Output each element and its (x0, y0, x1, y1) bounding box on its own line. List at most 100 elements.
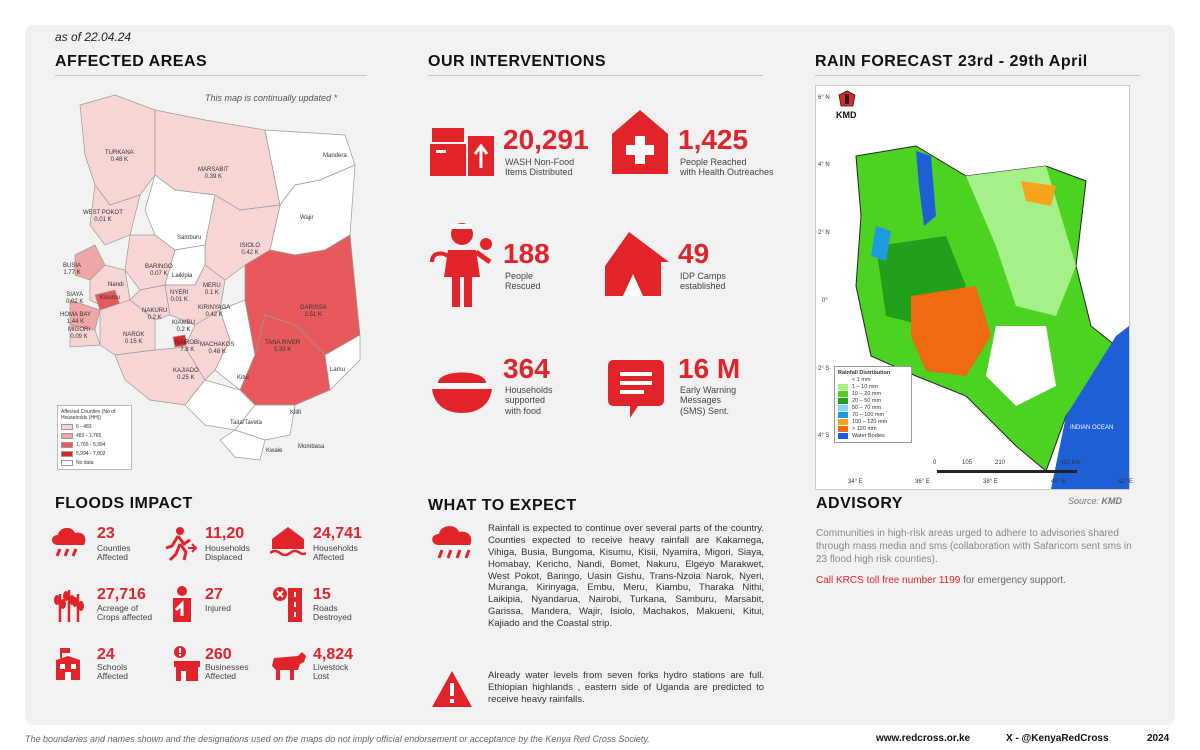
county-kilifi (234, 404, 296, 441)
county-label: KIAMBU 0.2 K (172, 320, 196, 334)
lat-label: 4° S (818, 433, 830, 439)
rainfall-legend-row: 100 – 120 mm (838, 419, 908, 425)
rainfall-legend: Rainfall Distribution < 1 mm 1 – 10 mm 1… (834, 366, 912, 443)
county-label: Laikipia (172, 273, 193, 279)
intervention-label: Early Warning Messages (SMS) Sent. (680, 385, 737, 416)
shop-icon (174, 646, 200, 681)
rainfall-legend-row: 50 – 70 mm (838, 405, 908, 411)
flooded-house-icon (270, 527, 306, 557)
sms-icon (608, 360, 664, 418)
forecast-source: Source: KMD (1068, 496, 1123, 506)
impact-value: 27,716 (97, 586, 146, 603)
legend-swatch (838, 405, 848, 411)
health-house-icon (612, 110, 668, 174)
ocean-label: INDIAN OCEAN (1070, 425, 1114, 431)
injured-person-icon (173, 586, 191, 622)
county-label: Samburu (177, 235, 202, 241)
lon-label: 40° E (1051, 479, 1066, 485)
forecast-map-frame (815, 85, 1130, 490)
intervention-value: 364 (503, 353, 550, 384)
county-label: BUSIA 1.77 K (63, 263, 82, 277)
lon-label: 34° E (848, 479, 863, 485)
county-label: Kilifi (290, 410, 302, 416)
scale-label: 0 (933, 460, 937, 466)
impact-label: Households Displaced (205, 543, 250, 563)
legend-swatch (838, 384, 848, 390)
cow-icon (272, 652, 306, 680)
county-label: MERU 0.1 K (203, 283, 221, 297)
county-lamu (324, 334, 361, 391)
lat-label: 0° (822, 298, 828, 304)
rain-zone-blue (871, 226, 891, 261)
scale-label: 210 (995, 460, 1006, 466)
rescuer-icon (430, 223, 492, 307)
rainfall-legend-row: 70 – 100 mm (838, 412, 908, 418)
lon-label: 42° E (1118, 479, 1133, 485)
scale-label: 420 Km (1060, 460, 1081, 466)
county-label: GARISSA 2.51 K (300, 305, 327, 319)
road-closed-icon (273, 587, 302, 622)
legend-swatch (61, 451, 73, 457)
legend-row: 6 - 483 (61, 424, 128, 430)
county-label: TANA RIVER 5.33 K (265, 340, 301, 354)
intervention-value: 16 M (678, 353, 741, 384)
advisory-title: ADVISORY (816, 495, 903, 512)
hotline-text: Call KRCS toll free number 1199 (816, 575, 961, 586)
legend-swatch (838, 391, 848, 397)
wash-nfi-icon (430, 128, 494, 176)
affected-areas-title: AFFECTED AREAS (55, 53, 367, 76)
legend-swatch (838, 398, 848, 404)
legend-row: 483 - 1,765 (61, 433, 128, 439)
impact-label: Households Affected (313, 543, 358, 563)
county-label: NAIROBI 7.8 K (175, 340, 200, 354)
county-label: NYERI 0.01 K (170, 290, 189, 304)
map-update-note: This map is continually updated * (205, 93, 338, 103)
impact-label: Schools Affected (97, 662, 129, 682)
advisory-call-line: Call KRCS toll free number 1199 for emer… (816, 570, 1136, 588)
legend-row: 1,765 - 5,994 (61, 442, 128, 448)
warning-icon (432, 671, 472, 707)
lon-label: 36° E (915, 479, 930, 485)
interventions-title: OUR INTERVENTIONS (428, 53, 763, 76)
county-label: Taita/Taveta (230, 420, 263, 426)
rainfall-legend-row: 10 – 20 mm (838, 391, 908, 397)
footer-website-link[interactable]: www.redcross.or.ke (876, 733, 971, 744)
rainfall-legend-row: 20 – 50 mm (838, 398, 908, 404)
rainfall-legend-row: 1 – 10 mm (838, 384, 908, 390)
county-label: Wajir (300, 215, 314, 221)
affected-map-legend: Affected Counties (No of Households (HH)… (57, 405, 132, 470)
lat-label: 4° N (818, 162, 830, 168)
county-label: Kitui (237, 375, 249, 381)
county-label: Lamu (330, 367, 346, 373)
kmd-agency-label: KMD (836, 110, 857, 120)
intervention-label: Households supported with food (505, 385, 553, 416)
county-label: BARINGO 0.07 K (145, 264, 173, 278)
legend-swatch (61, 424, 73, 430)
legend-swatch (61, 442, 73, 448)
expect-paragraph-2: Already water levels from seven forks hy… (488, 670, 764, 705)
rainfall-legend-row: < 1 mm (838, 377, 908, 383)
floods-impact-title: FLOODS IMPACT (55, 495, 193, 512)
footer-social-link[interactable]: X - @KenyaRedCross (1006, 733, 1109, 744)
county-label: MACHAKOS 0.48 K (200, 342, 235, 356)
scale-label: 105 (962, 460, 973, 466)
rainfall-legend-row: Water Bodies (838, 433, 908, 439)
impact-value: 23 (97, 525, 115, 542)
impact-label: Roads Destroyed (313, 603, 352, 623)
county-central (164, 264, 226, 326)
forecast-title: RAIN FORECAST 23rd - 29th April (815, 53, 1140, 76)
advisory-text: Communities in high-risk areas urged to … (816, 528, 1132, 565)
legend-swatch (61, 460, 73, 466)
impact-label: Counties Affected (97, 543, 131, 563)
legend-swatch (838, 412, 848, 418)
county-label: WEST POKOT 0.01 K (83, 210, 123, 224)
intervention-value: 49 (678, 238, 710, 269)
county-label: Kwale (266, 448, 283, 454)
county-label: Nandi (108, 282, 124, 288)
crops-icon (54, 590, 84, 622)
legend-swatch (838, 419, 848, 425)
legend-swatch (838, 426, 848, 432)
footer-year: 2024 (1147, 733, 1170, 744)
lat-label: 2° S (818, 366, 830, 372)
footer-disclaimer: The boundaries and names shown and the d… (25, 734, 650, 744)
